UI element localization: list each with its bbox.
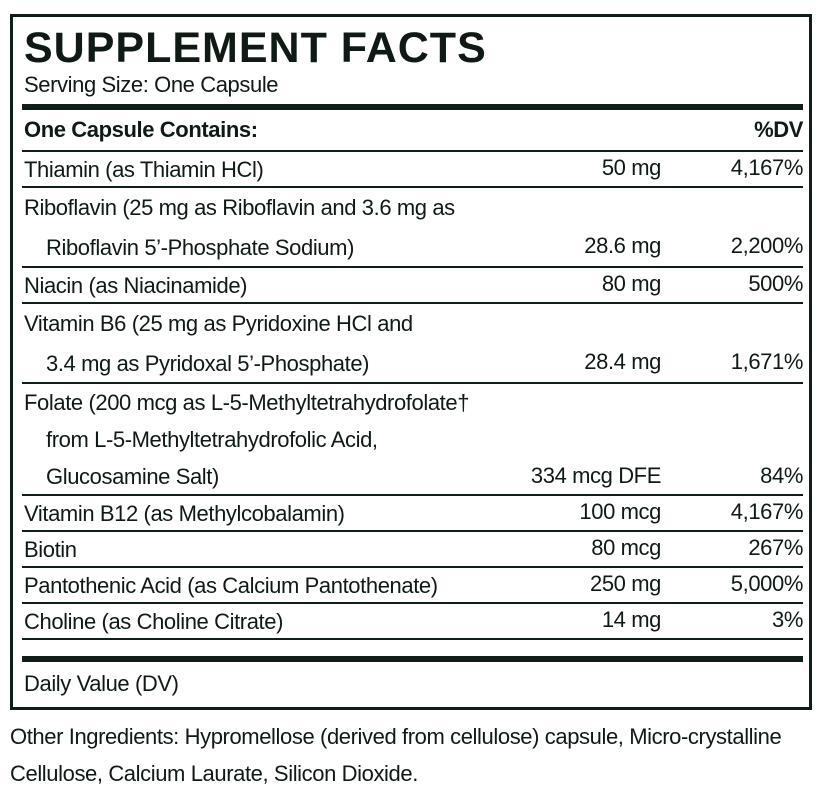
- table-row: Vitamin B6 (25 mg as Pyridoxine HCl and 3…: [22, 304, 803, 384]
- dv-header: %DV: [754, 117, 803, 142]
- nutrient-dv: 4,167%: [730, 155, 804, 180]
- nutrient-amount: 50 mg: [601, 155, 662, 180]
- nutrient-amount: 28.6 mg: [584, 233, 661, 258]
- nutrient-name-line: 3.4 mg as Pyridoxal 5’-Phosphate): [46, 351, 370, 376]
- nutrient-name-line: Choline (as Choline Citrate): [24, 609, 284, 634]
- nutrient-dv: 84%: [760, 463, 803, 488]
- nutrient-dv: 267%: [748, 535, 803, 560]
- table-row: Thiamin (as Thiamin HCl) 50 mg 4,167%: [22, 152, 803, 188]
- divider-thick: [22, 104, 803, 110]
- nutrient-dv: 4,167%: [730, 499, 804, 524]
- nutrient-name: Vitamin B6 (25 mg as Pyridoxine HCl and 3…: [22, 304, 803, 384]
- divider-thick: [22, 656, 803, 662]
- table-row: Riboflavin (25 mg as Riboflavin and 3.6 …: [22, 188, 803, 268]
- nutrient-amount: 80 mcg: [591, 535, 661, 560]
- nutrient-name: Biotin: [22, 532, 803, 568]
- nutrient-name-line: Vitamin B12 (as Methylcobalamin): [24, 501, 345, 526]
- footnote: Daily Value (DV): [24, 671, 179, 696]
- other-ingredients: Other Ingredients: Hypromellose (derived…: [10, 724, 782, 786]
- table-row: Pantothenic Acid (as Calcium Pantothenat…: [22, 568, 803, 604]
- divider-thin: [22, 150, 803, 152]
- nutrient-name-line: Riboflavin (25 mg as Riboflavin and 3.6 …: [24, 195, 455, 220]
- nutrient-dv: 5,000%: [730, 571, 804, 596]
- nutrient-name: Thiamin (as Thiamin HCl): [22, 152, 803, 188]
- table-row: Vitamin B12 (as Methylcobalamin) 100 mcg 4…: [22, 496, 803, 532]
- nutrient-amount: 80 mg: [601, 271, 662, 296]
- nutrient-amount: 250 mg: [590, 571, 661, 596]
- table-row: Niacin (as Niacinamide) 80 mg 500%: [22, 268, 803, 304]
- nutrient-name-line: Glucosamine Salt): [46, 464, 219, 489]
- nutrient-dv: 500%: [748, 271, 803, 296]
- nutrient-name-line: Niacin (as Niacinamide): [24, 273, 248, 298]
- serving-size: Serving Size: One Capsule: [24, 72, 279, 97]
- nutrient-amount: 334 mcg DFE: [530, 463, 661, 488]
- supplement-facts-panel: SUPPLEMENT FACTS Serving Size: One Capsu…: [10, 14, 812, 710]
- nutrient-amount: 100 mcg: [579, 499, 661, 524]
- nutrient-amount: 28.4 mg: [584, 349, 661, 374]
- nutrient-name: Folate (200 mcg as L-5-Methyltetrahydrof…: [22, 384, 803, 495]
- table-row: Choline (as Choline Citrate) 14 mg 3%: [22, 604, 803, 640]
- nutrient-name-line: Biotin: [24, 537, 77, 562]
- nutrient-name-line: Vitamin B6 (25 mg as Pyridoxine HCl and: [24, 311, 413, 336]
- nutrient-name: Pantothenic Acid (as Calcium Pantothenat…: [22, 568, 803, 604]
- nutrient-name: Riboflavin (25 mg as Riboflavin and 3.6 …: [22, 188, 803, 268]
- nutrient-dv: 1,671%: [730, 349, 804, 374]
- panel-title: SUPPLEMENT FACTS: [24, 24, 487, 72]
- nutrient-name: Niacin (as Niacinamide): [22, 268, 803, 304]
- nutrient-dv: 2,200%: [730, 233, 804, 258]
- contains-header: One Capsule Contains:: [24, 117, 258, 142]
- nutrient-name: Vitamin B12 (as Methylcobalamin): [22, 496, 803, 532]
- nutrient-dv: 3%: [772, 607, 803, 632]
- table-row: Folate (200 mcg as L-5-Methyltetrahydrof…: [22, 384, 803, 496]
- nutrient-name-line: Riboflavin 5’-Phosphate Sodium): [46, 235, 354, 260]
- nutrient-name-line: from L-5-Methyltetrahydrofolic Acid,: [46, 427, 378, 452]
- nutrient-name: Choline (as Choline Citrate): [22, 604, 803, 640]
- nutrient-amount: 14 mg: [601, 607, 662, 632]
- nutrient-name-line: Pantothenic Acid (as Calcium Pantothenat…: [24, 573, 438, 598]
- nutrient-name-line: Thiamin (as Thiamin HCl): [24, 157, 264, 182]
- table-row: Biotin 80 mcg 267%: [22, 532, 803, 568]
- table-header: One Capsule Contains: %DV: [24, 117, 803, 143]
- nutrient-name-line: Folate (200 mcg as L-5-Methyltetrahydrof…: [24, 390, 470, 415]
